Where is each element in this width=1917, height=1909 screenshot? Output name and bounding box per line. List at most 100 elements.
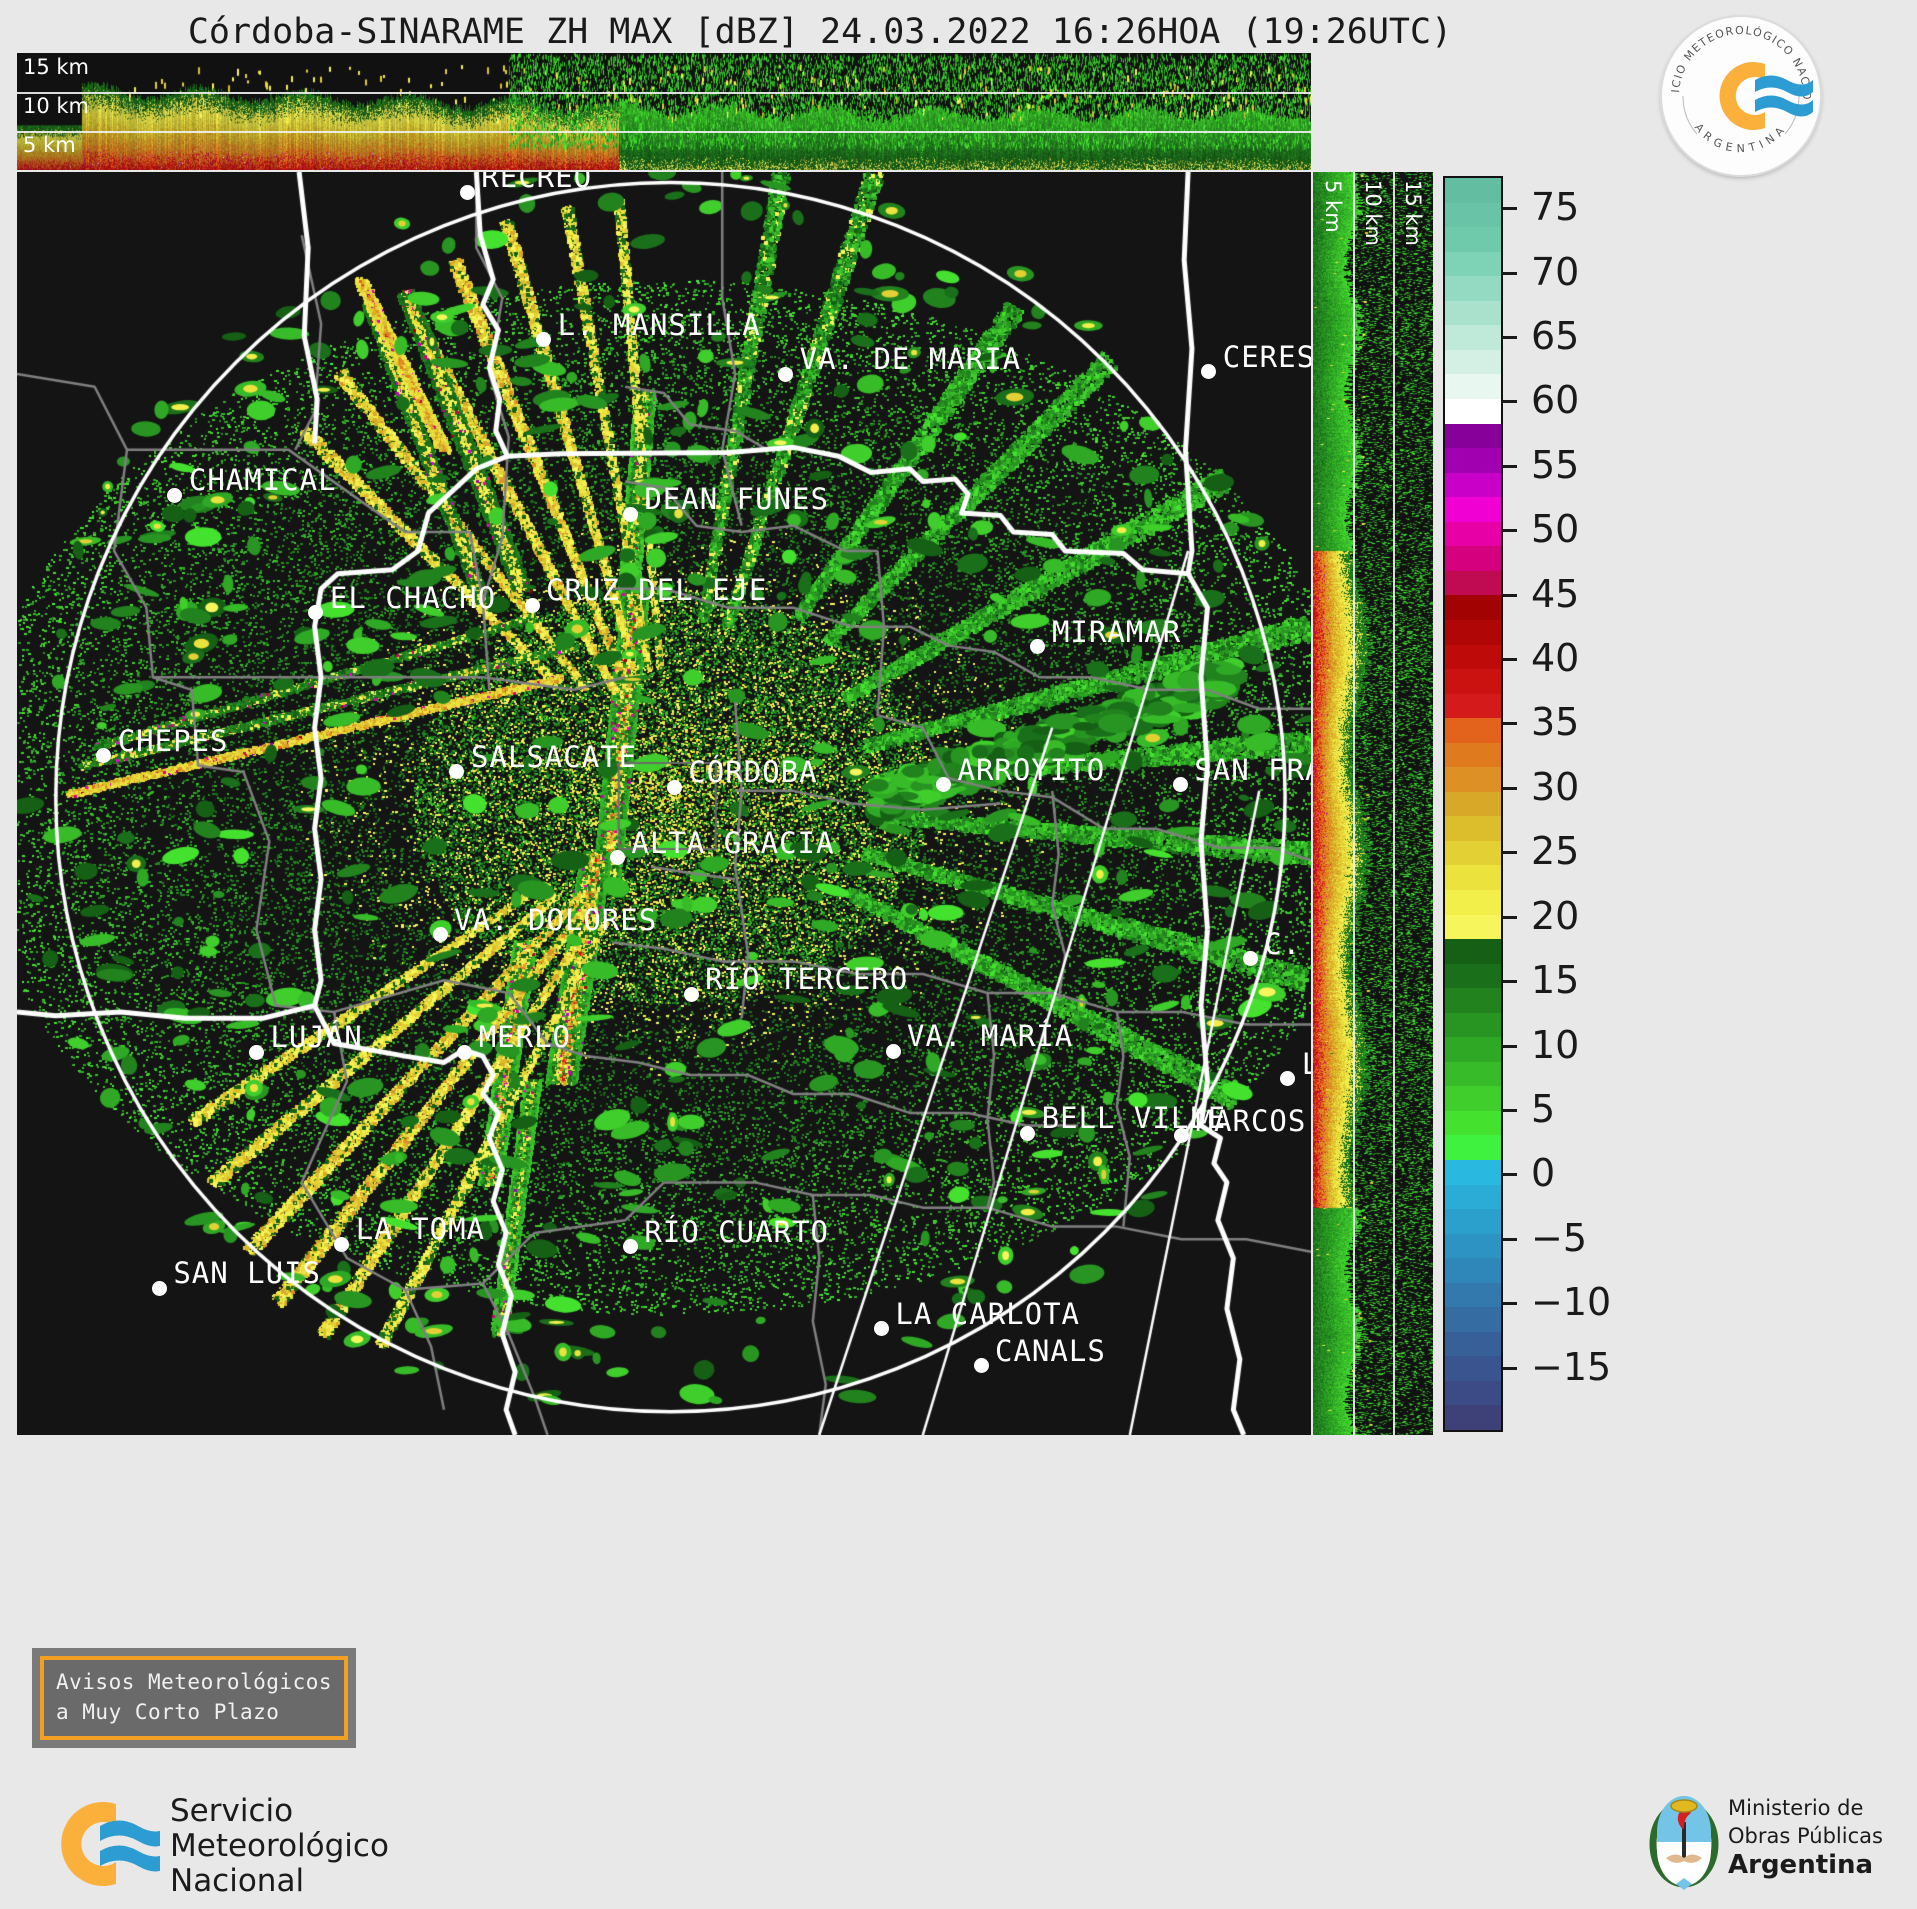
city-dot-icon [973,1358,989,1374]
colorbar-segment [1445,1012,1501,1038]
city-dot-icon [622,506,638,522]
city-dot-icon [1280,1071,1296,1087]
height-label-right-5km: 5 km [1321,180,1345,233]
colorbar-tick-mark [1503,1173,1517,1177]
city-label: RÍO TERCERO [705,962,909,997]
colorbar-segment [1445,742,1501,768]
colorbar-segment [1445,300,1501,326]
city-label: L. MANSILLA [557,307,761,342]
colorbar-tick-value: 35 [1531,700,1580,745]
city-label: EL CHACHO [329,580,497,615]
colorbar-segment [1445,791,1501,817]
colorbar-segment [1445,865,1501,890]
ministerio-line-2: Obras Públicas [1728,1824,1883,1848]
colorbar-segment [1445,1258,1501,1283]
height-gridline-5km [17,131,1311,133]
city-label: DEAN FUNES [644,482,829,517]
colorbar-segment [1445,595,1501,620]
colorbar-tick-mark [1503,980,1517,984]
city-label: MERLO [478,1020,572,1055]
colorbar-tick-value: 60 [1531,378,1580,423]
colorbar-segment [1445,1282,1501,1308]
colorbar-tick-value: −5 [1531,1215,1588,1260]
colorbar-segment [1445,963,1501,989]
colorbar-segment [1445,816,1501,841]
height-label-right-15km: 15 km [1401,180,1425,247]
colorbar-segment [1445,521,1501,547]
city-dot-icon [1201,364,1217,380]
city-dot-icon [1242,951,1258,967]
city-label: MARCOS JU [1195,1103,1311,1138]
colorbar-tick-value: 75 [1531,185,1580,230]
smn-logo-bottom: Servicio Meteorológico Nacional [30,1792,450,1902]
city-label: CÓRDOBA [688,755,818,790]
colorbar-tick-mark [1503,1108,1517,1112]
page-title: Córdoba-SINARAME ZH MAX [dBZ] 24.03.2022… [187,12,1453,52]
city-label: LUJÁN [270,1020,363,1055]
city-label: CERES [1222,339,1311,374]
city-dot-icon [457,1044,473,1060]
colorbar-segment [1445,1061,1501,1087]
city-label: ALTA GRACIA [631,825,835,860]
colorbar-segment [1445,472,1501,498]
colorbar-segment [1445,325,1501,350]
city-label: VA. DOLORES [454,902,658,937]
city-label: VA. MARÍA [907,1019,1074,1054]
city-label: CRUZ DEL EJE [546,573,768,608]
colorbar-tick-value: −15 [1531,1344,1612,1389]
colorbar-segment [1445,1405,1501,1430]
city-dot-icon [1030,639,1046,655]
city-dot-icon [609,850,625,866]
colorbar-tick-value: −10 [1531,1280,1612,1325]
colorbar-tick-value: 50 [1531,507,1580,552]
colorbar-tick-mark [1503,593,1517,597]
city-dot-icon [622,1239,638,1255]
argentina-coat-of-arms-icon [1649,1796,1719,1890]
nowcast-warning-box[interactable]: Avisos Meteorológicos a Muy Corto Plazo [32,1648,357,1748]
city-label: RÍO CUARTO [644,1214,829,1249]
city-dot-icon [1174,1128,1190,1144]
colorbar-gradient [1443,176,1503,1432]
height-gridline-10km [17,92,1311,94]
radar-map[interactable]: RECREO L. MANSILLA VA. DE MARIA CERES CHAMIC… [17,172,1311,1435]
colorbar-tick-mark [1503,1237,1517,1241]
colorbar-segment [1445,448,1501,473]
colorbar-tick-mark [1503,1366,1517,1370]
radar-reflectivity-canvas[interactable] [17,172,1311,1435]
height-label-5km: 5 km [23,133,76,157]
colorbar-tick-value: 10 [1531,1022,1580,1067]
cross-section-right-panel: 5 km 10 km 15 km [1313,172,1433,1435]
colorbar-tick-mark [1503,658,1517,662]
city-dot-icon [666,779,682,795]
city-dot-icon [308,605,324,621]
colorbar-tick-mark [1503,915,1517,919]
colorbar: 75 70 65 60 55 50 45 40 35 30 25 20 15 10 5 0 −5 −10 −15 [1443,176,1611,1432]
colorbar-tick-mark [1503,786,1517,790]
colorbar-segment [1445,399,1501,424]
colorbar-segment [1445,1307,1501,1332]
colorbar-segment [1445,497,1501,522]
city-dot-icon [459,184,475,200]
city-label: BELL VILLE [1041,1101,1227,1136]
city-dot-icon [873,1321,889,1337]
city-label: ARROYITO [957,752,1106,787]
colorbar-segment [1445,1233,1501,1259]
colorbar-tick-mark [1503,464,1517,468]
colorbar-segment [1445,669,1501,694]
city-label: SALSACATE [470,739,638,774]
city-dot-icon [524,597,540,613]
colorbar-segment [1445,718,1501,743]
city-dot-icon [432,927,448,943]
city-label: SAN FRANC [1194,752,1311,787]
city-dot-icon [936,777,951,793]
smn-logo-text: Servicio Meteorológico Nacional [170,1794,389,1899]
colorbar-segment [1445,570,1501,596]
colorbar-segment [1445,1331,1501,1357]
colorbar-segment [1445,1037,1501,1062]
colorbar-tick-mark [1503,851,1517,855]
city-label: RECREO [481,172,593,195]
city-dot-icon [151,1280,167,1296]
cross-section-top-panel: 15 km 10 km 5 km [17,53,1311,170]
colorbar-segment [1445,276,1501,301]
colorbar-segment [1445,767,1501,792]
